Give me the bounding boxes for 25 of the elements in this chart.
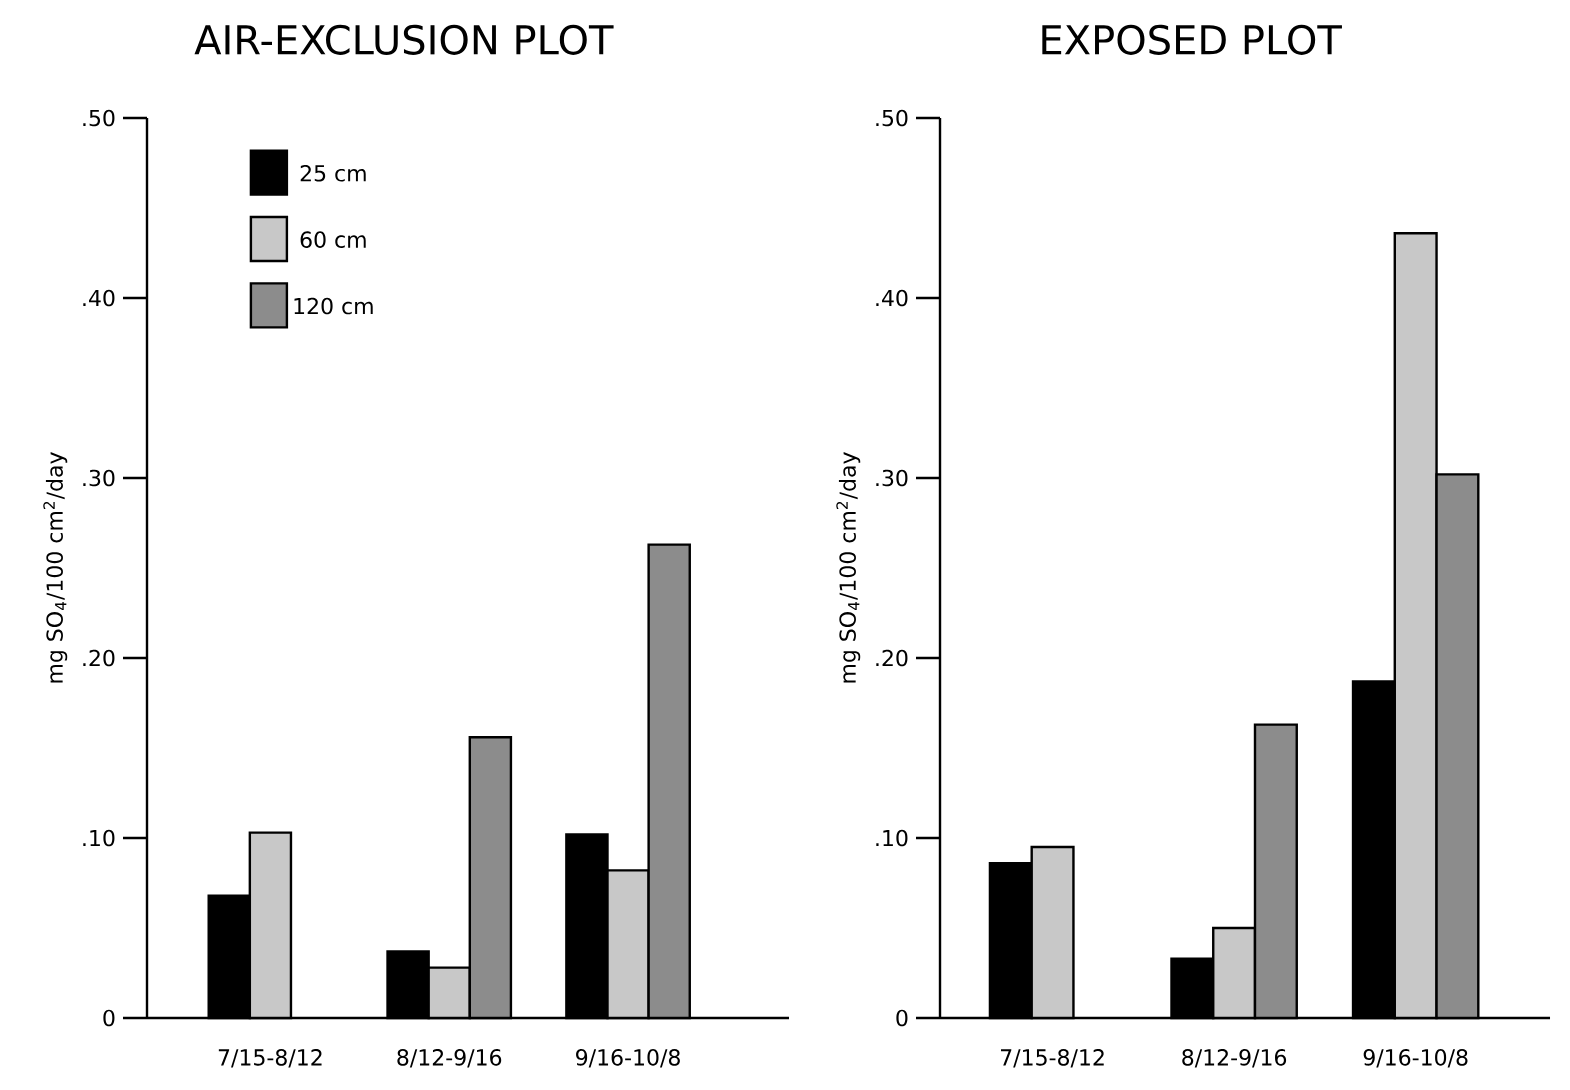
chart-title: AIR-EXCLUSION PLOT — [194, 24, 614, 55]
y-tick-label: .40 — [83, 289, 115, 307]
x-tick-label: 9/16-10/8 — [576, 1049, 680, 1068]
y-tick-label: .20 — [876, 649, 908, 667]
y-tick-label: .10 — [83, 829, 115, 847]
x-tick-label: 7/15-8/12 — [218, 1049, 322, 1068]
y-axis-title: mg SO$_{4}$/100 cm$^{2}$/day — [836, 452, 861, 683]
y-tick-label: .20 — [83, 649, 115, 667]
y-axis-title: mg SO$_{4}$/100 cm$^{2}$/day — [43, 452, 68, 683]
legend-label: 60 cm — [300, 231, 366, 248]
legend-label: 25 cm — [300, 164, 366, 182]
y-tick-label: .30 — [83, 469, 115, 487]
y-tick-label: .10 — [876, 829, 908, 847]
chart-title: EXPOSED PLOT — [1042, 24, 1342, 55]
x-tick-label: 8/12-9/16 — [397, 1049, 502, 1068]
y-tick-label: 0 — [103, 1009, 115, 1027]
y-tick-label: 0 — [896, 1009, 908, 1027]
y-tick-label: .40 — [876, 289, 908, 307]
x-tick-label: 9/16-10/8 — [1363, 1049, 1468, 1068]
y-tick-label: .50 — [83, 109, 115, 127]
x-tick-label: 7/15-8/12 — [1001, 1049, 1104, 1068]
y-tick-label: .50 — [876, 109, 908, 127]
x-tick-label: 8/12-9/16 — [1182, 1049, 1287, 1068]
legend-label: 120 cm — [294, 297, 373, 315]
y-tick-label: .30 — [876, 469, 908, 487]
